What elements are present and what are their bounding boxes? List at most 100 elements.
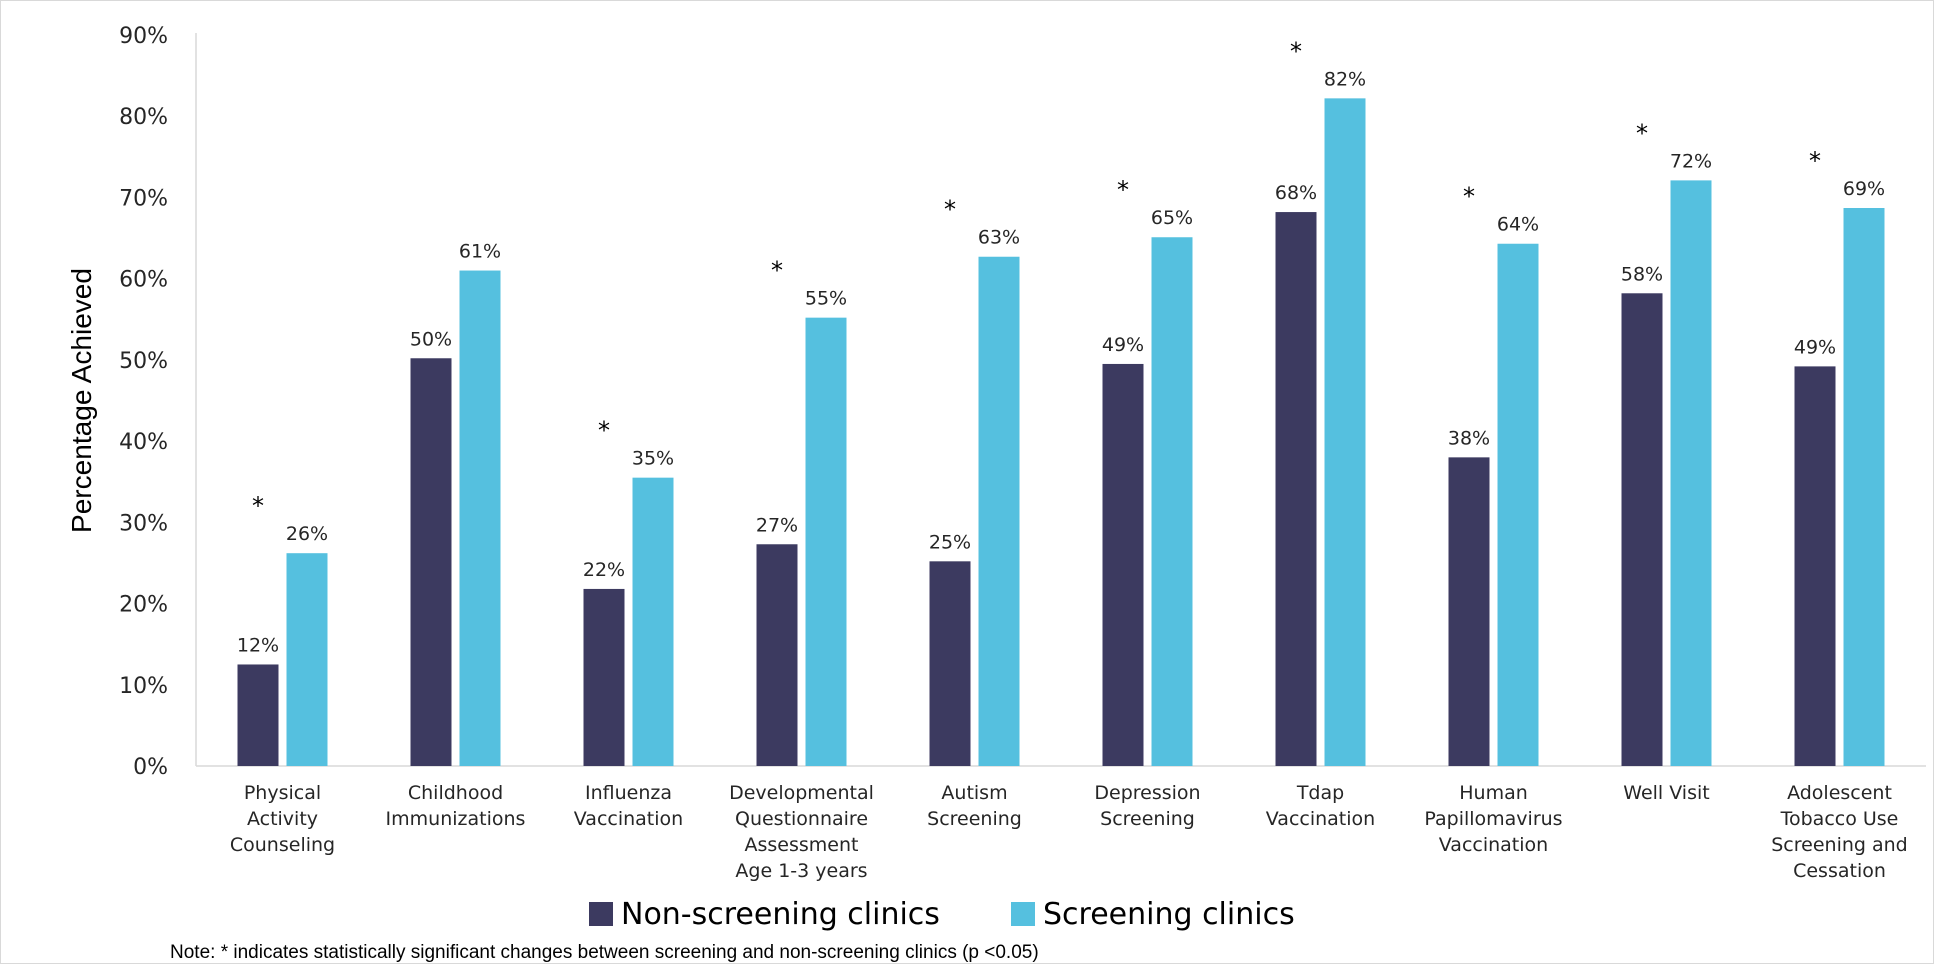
x-tick-label-line: Tobacco Use <box>1780 808 1899 830</box>
x-tick-label-line: Vaccination <box>574 808 683 830</box>
legend-label: Non-screening clinics <box>621 897 940 932</box>
x-tick-label-line: Questionnaire <box>735 808 868 830</box>
data-label: 63% <box>978 227 1020 249</box>
x-tick-label: Well Visit <box>1623 782 1709 804</box>
data-label: 12% <box>237 634 279 656</box>
data-label: 25% <box>929 531 971 553</box>
chart-note: Note: * indicates statistically signific… <box>170 942 1039 963</box>
x-tick-label-line: Depression <box>1094 782 1200 804</box>
bar <box>929 561 971 766</box>
bar <box>1448 457 1490 766</box>
bar <box>1102 363 1144 766</box>
data-label: 82% <box>1324 68 1366 90</box>
significance-marker: * <box>1636 119 1648 147</box>
x-tick-label-line: Physical <box>244 782 321 804</box>
y-tick-label: 60% <box>119 268 168 293</box>
bar <box>286 553 328 766</box>
bar <box>1151 237 1193 766</box>
data-label: 55% <box>805 288 847 310</box>
legend-swatch <box>1011 902 1035 926</box>
significance-marker: * <box>598 417 610 445</box>
y-tick-label: 20% <box>119 593 168 618</box>
significance-marker: * <box>1117 176 1129 204</box>
data-label: 64% <box>1497 214 1539 236</box>
data-label: 49% <box>1794 336 1836 358</box>
y-tick-label: 40% <box>119 430 168 455</box>
significance-marker: * <box>771 257 783 285</box>
x-tick-label-line: Childhood <box>408 782 503 804</box>
data-label: 22% <box>583 559 625 581</box>
x-tick-label: Depression Screening <box>1094 782 1200 830</box>
bar <box>805 317 847 766</box>
x-tick-label-line: Vaccination <box>1439 834 1548 856</box>
bar <box>583 588 625 766</box>
data-label: 65% <box>1151 207 1193 229</box>
bar <box>237 664 279 766</box>
x-tick-label-line: Immunizations <box>386 808 526 830</box>
x-tick-label-line: Vaccination <box>1266 808 1375 830</box>
data-label: 27% <box>756 514 798 536</box>
x-tick-label-line: Assessment <box>745 834 859 856</box>
bar <box>1843 208 1885 767</box>
x-tick-label-line: Screening <box>1100 808 1195 830</box>
bar <box>978 256 1020 766</box>
x-tick-label: Adolescent Tobacco Use Screening and Cessat… <box>1771 782 1908 882</box>
x-tick-label: Influenza Vaccination <box>574 782 683 830</box>
x-tick-label-line: Well Visit <box>1623 782 1709 804</box>
x-tick-label-line: Autism <box>941 782 1007 804</box>
x-tick-label-line: Adolescent <box>1787 782 1892 804</box>
x-tick-label-line: Screening <box>927 808 1022 830</box>
bar <box>756 544 798 766</box>
data-label: 38% <box>1448 427 1490 449</box>
y-tick-label: 30% <box>119 511 168 536</box>
y-tick-label: 0% <box>133 755 168 780</box>
x-tick-label-line: Tdap <box>1296 782 1344 804</box>
x-tick-label: Developmental Questionnaire Assessment Age … <box>729 782 874 882</box>
significance-marker: * <box>944 196 956 224</box>
significance-marker: * <box>1290 37 1302 65</box>
legend-label: Screening clinics <box>1043 897 1295 932</box>
data-label: 58% <box>1621 263 1663 285</box>
data-label: 69% <box>1843 178 1885 200</box>
significance-marker: * <box>1809 147 1821 175</box>
x-tick-label-line: Developmental <box>729 782 874 804</box>
x-tick-label: Human Papillomavirus Vaccination <box>1424 782 1562 856</box>
significance-marker: * <box>252 492 264 520</box>
x-tick-label-line: Papillomavirus <box>1424 808 1562 830</box>
bar <box>459 270 501 766</box>
data-label: 68% <box>1275 182 1317 204</box>
x-tick-label: Autism Screening <box>927 782 1022 830</box>
x-tick-label-line: Cessation <box>1793 860 1886 882</box>
x-tick-label: Tdap Vaccination <box>1266 782 1375 830</box>
data-label: 49% <box>1102 334 1144 356</box>
x-tick-label: Childhood Immunizations <box>386 782 526 830</box>
x-tick-label-line: Counseling <box>230 834 335 856</box>
x-tick-label-line: Human <box>1459 782 1528 804</box>
y-tick-label: 70% <box>119 186 168 211</box>
y-axis-title: Percentage Achieved <box>66 268 97 533</box>
data-label: 61% <box>459 241 501 263</box>
x-tick-label-line: Screening and <box>1771 834 1908 856</box>
legend-swatch <box>589 902 613 926</box>
y-tick-label: 10% <box>119 674 168 699</box>
y-tick-label: 80% <box>119 105 168 130</box>
bar <box>1275 212 1317 766</box>
y-tick-label: 90% <box>119 24 168 49</box>
bar <box>410 358 452 766</box>
bar <box>632 477 674 766</box>
x-tick-label: Physical Activity Counseling <box>230 782 335 856</box>
bar <box>1670 180 1712 767</box>
bar <box>1794 366 1836 766</box>
y-tick-label: 50% <box>119 349 168 374</box>
x-tick-label-line: Influenza <box>585 782 672 804</box>
data-label: 26% <box>286 523 328 545</box>
data-label: 35% <box>632 448 674 470</box>
bar <box>1324 98 1366 766</box>
data-label: 72% <box>1670 150 1712 172</box>
x-tick-label-line: Age 1-3 years <box>735 860 867 882</box>
bar <box>1497 243 1539 767</box>
data-label: 50% <box>410 328 452 350</box>
bar <box>1621 293 1663 766</box>
